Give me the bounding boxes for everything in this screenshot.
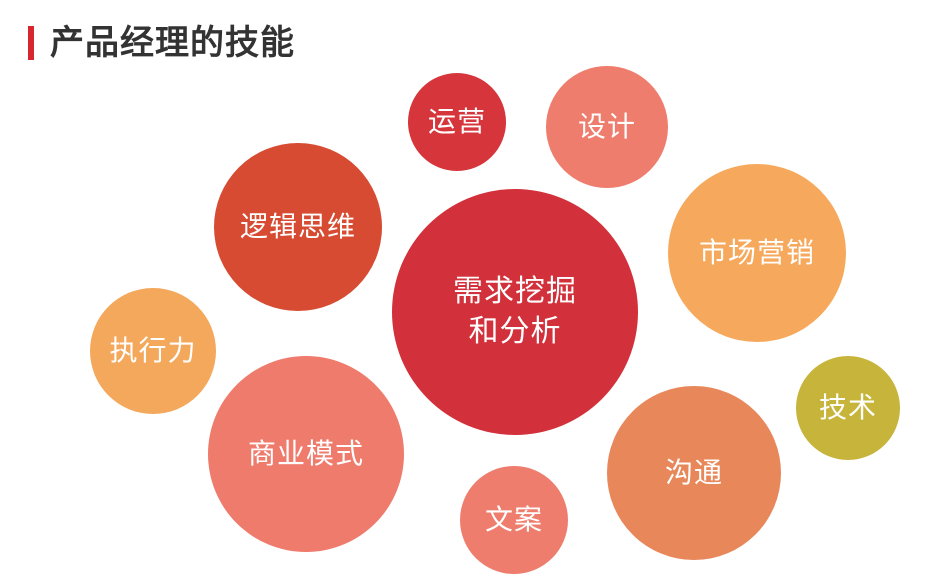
bubble-business-model-label: 商业模式	[247, 437, 364, 471]
bubble-requirement-analysis: 需求挖掘 和分析	[392, 189, 638, 435]
bubble-business-model: 商业模式	[208, 356, 404, 552]
bubble-technology-label: 技术	[818, 391, 877, 425]
bubble-execution: 执行力	[90, 288, 216, 414]
bubble-copywriting-label: 文案	[484, 503, 543, 537]
bubble-technology: 技术	[796, 356, 900, 460]
bubble-design: 设计	[546, 66, 668, 188]
bubble-requirement-analysis-line1: 需求挖掘	[453, 273, 577, 309]
bubble-operations: 运营	[408, 73, 506, 171]
bubble-operations-label: 运营	[427, 105, 486, 139]
bubble-marketing: 市场营销	[668, 164, 846, 342]
bubble-logical-thinking: 逻辑思维	[214, 143, 382, 311]
page-title: 产品经理的技能	[50, 23, 295, 63]
bubble-copywriting: 文案	[460, 466, 568, 574]
bubble-communication-label: 沟通	[664, 456, 723, 490]
bubble-design-label: 设计	[577, 110, 636, 144]
bubble-marketing-label: 市场营销	[698, 236, 815, 270]
title-accent-bar	[28, 26, 34, 60]
bubble-logical-thinking-label: 逻辑思维	[239, 210, 356, 244]
bubble-requirement-analysis-line2: 和分析	[468, 314, 562, 349]
bubble-communication: 沟通	[607, 386, 781, 560]
bubble-execution-label: 执行力	[109, 334, 197, 368]
